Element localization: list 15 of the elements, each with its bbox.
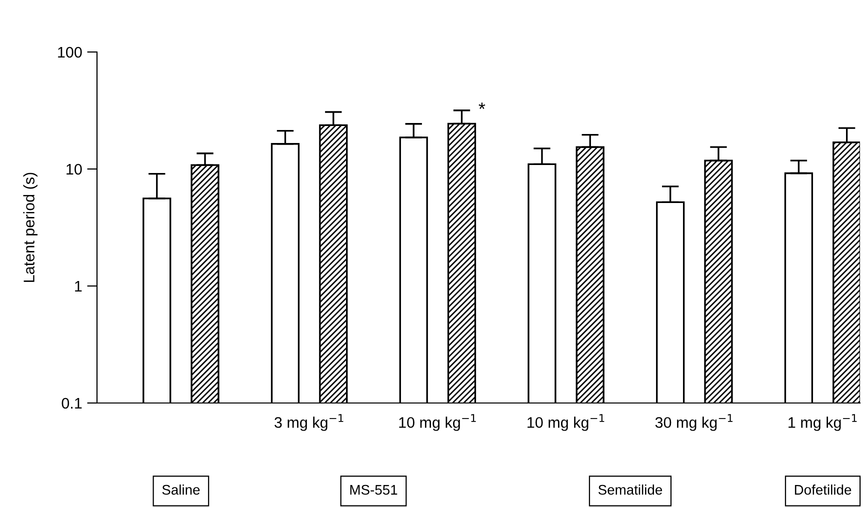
y-tick-label: 100 [58,46,82,58]
y-tick-label: 1 [75,281,82,292]
y-axis-title: Latent period (s) [23,172,38,282]
x-tick-label: 10 mg kg$^{−1}$ [528,414,604,431]
y-tick-label: 10 [66,164,82,175]
x-tick-label: 3 mg kg$^{−1}$ [274,414,344,431]
text: Dofetilide [794,484,852,495]
x-tick-label: 1 mg kg$^{−1}$ [788,414,857,431]
x-tick-label: 10 mg kg$^{−1}$ [399,414,476,431]
text: Saline [162,484,200,495]
text: MS-551 [350,484,398,495]
x-tick-label: 30 mg kg$^{−1}$ [655,414,733,431]
annotation: * [478,102,486,109]
y-tick-label: 0.1 [62,398,82,409]
text: Sematilide [598,484,662,495]
